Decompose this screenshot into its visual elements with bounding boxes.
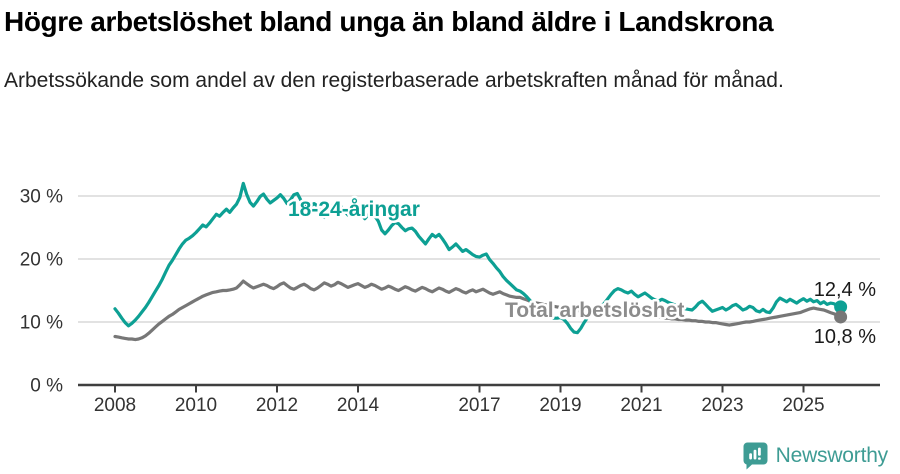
page-title: Högre arbetslöshet bland unga än bland ä… <box>4 6 774 37</box>
x-axis-tick-label: 2010 <box>175 395 217 416</box>
newsworthy-logo-text: Newsworthy <box>775 443 889 467</box>
x-axis-tick-label: 2017 <box>458 395 500 416</box>
x-axis-tick-label: 2021 <box>620 395 662 416</box>
newsworthy-logo-icon <box>743 442 768 470</box>
series-label: Total arbetslöshet <box>505 299 684 322</box>
y-axis-tick-label: 20 % <box>20 250 63 271</box>
chart-svg: 0 % 10 % 20 % 30 % 2008 2010 2012 2014 2017 2019 2… <box>20 181 880 416</box>
series-line <box>113 181 843 335</box>
series-end-value-label: 12,4 % <box>814 279 876 301</box>
series-end-dot <box>834 300 848 314</box>
series-label: 18-24-åringar <box>288 198 420 221</box>
chart-subtitle: Arbetssökande som andel av den registerb… <box>4 69 784 92</box>
y-axis-tick-label: 0 % <box>30 376 63 397</box>
x-axis-tick-label: 2008 <box>94 395 136 416</box>
x-axis-tick-label: 2014 <box>337 395 380 416</box>
x-axis-tick-label: 2019 <box>539 395 581 416</box>
x-axis-tick-label: 2023 <box>701 395 743 416</box>
series-line <box>113 279 843 342</box>
x-axis-tick-label: 2012 <box>256 395 298 416</box>
series-end-value-label: 10,8 % <box>814 326 876 348</box>
newsworthy-logo: Newsworthy <box>742 441 888 470</box>
x-axis-tick-label: 2025 <box>782 395 824 416</box>
y-axis-tick-label: 30 % <box>20 187 63 208</box>
y-axis-tick-label: 10 % <box>20 313 63 334</box>
series-end-dot <box>834 310 848 324</box>
